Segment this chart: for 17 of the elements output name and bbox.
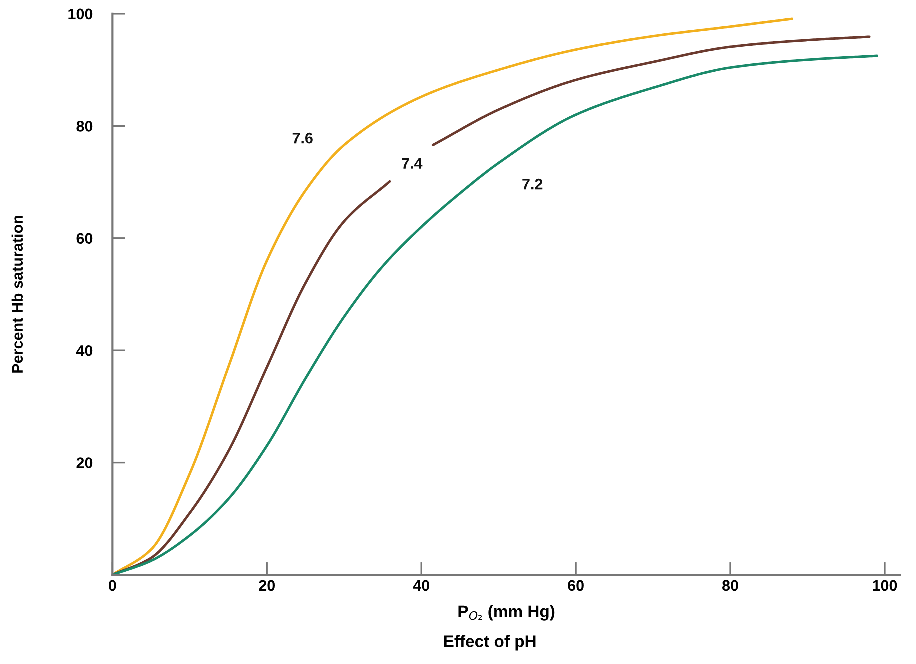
- x-axis-title: P$_{O₂}$ (mm Hg): [458, 605, 555, 621]
- series-label: 7.6: [292, 132, 313, 144]
- x-tick-label: 60: [568, 580, 584, 592]
- series-label: 7.4: [402, 158, 423, 169]
- y-tick-label: 20: [76, 458, 93, 468]
- y-tick-label: 60: [76, 233, 93, 244]
- y-tick-label: 80: [76, 121, 93, 132]
- x-tick-label: 80: [722, 580, 738, 592]
- x-tick-label: 0: [109, 580, 116, 592]
- y-tick-label: 100: [68, 8, 93, 20]
- y-axis-title: Percent Hb saturation: [12, 216, 24, 373]
- y-tick-label: 40: [76, 345, 93, 356]
- x-tick-label: 100: [873, 580, 898, 592]
- x-tick-label: 20: [259, 580, 275, 592]
- text: Effect of pH: [444, 635, 536, 651]
- series-label: 7.2: [522, 178, 543, 190]
- x-tick-label: 40: [413, 580, 430, 592]
